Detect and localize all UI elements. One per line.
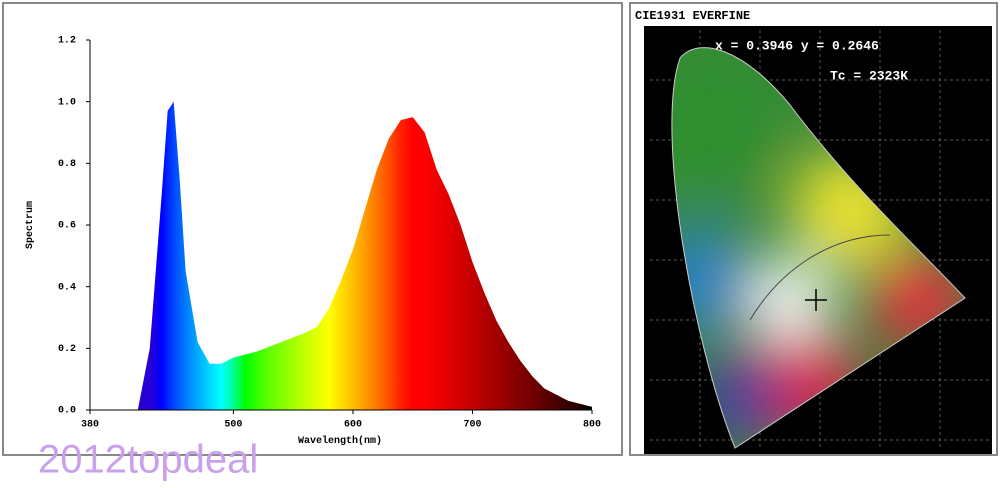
watermark: 2012topdeal — [38, 438, 258, 482]
cie-title-box — [632, 5, 822, 26]
y-tick-label: 1.0 — [58, 97, 76, 108]
spectrum-area — [137, 101, 593, 411]
cie-coordinates: x = 0.3946 y = 0.2646 — [715, 38, 879, 53]
y-tick-label: 0.8 — [58, 159, 76, 170]
x-axis-label: Wavelength(nm) — [298, 435, 382, 447]
cie-cct: Tc = 2323K — [830, 68, 908, 83]
x-tick-label: 700 — [463, 420, 481, 431]
y-axis-label: Spectrum — [25, 201, 36, 249]
x-tick-label: 800 — [583, 420, 601, 431]
y-tick-label: 0.4 — [58, 282, 76, 293]
x-tick-label: 600 — [344, 420, 362, 431]
y-tick-label: 0.6 — [58, 221, 76, 232]
y-tick-label: 1.2 — [58, 36, 76, 47]
cie-diagram: CIE1931 EVERFINE x = 0.3946 y = 0.2646 T… — [632, 5, 992, 454]
y-tick-label: 0.0 — [58, 406, 76, 417]
x-tick-label: 380 — [81, 420, 99, 431]
spectral-locus — [671, 47, 966, 449]
chromaticity-point — [805, 289, 827, 311]
y-tick-label: 0.2 — [58, 344, 76, 355]
planckian-locus — [749, 234, 891, 321]
spectrum-chart: Spectrum Wavelength(nm) 0.0 0.2 0.4 0.6 0.8 1… — [25, 36, 601, 447]
x-tick-label: 500 — [224, 420, 242, 431]
cie-title: CIE1931 EVERFINE — [635, 9, 750, 23]
